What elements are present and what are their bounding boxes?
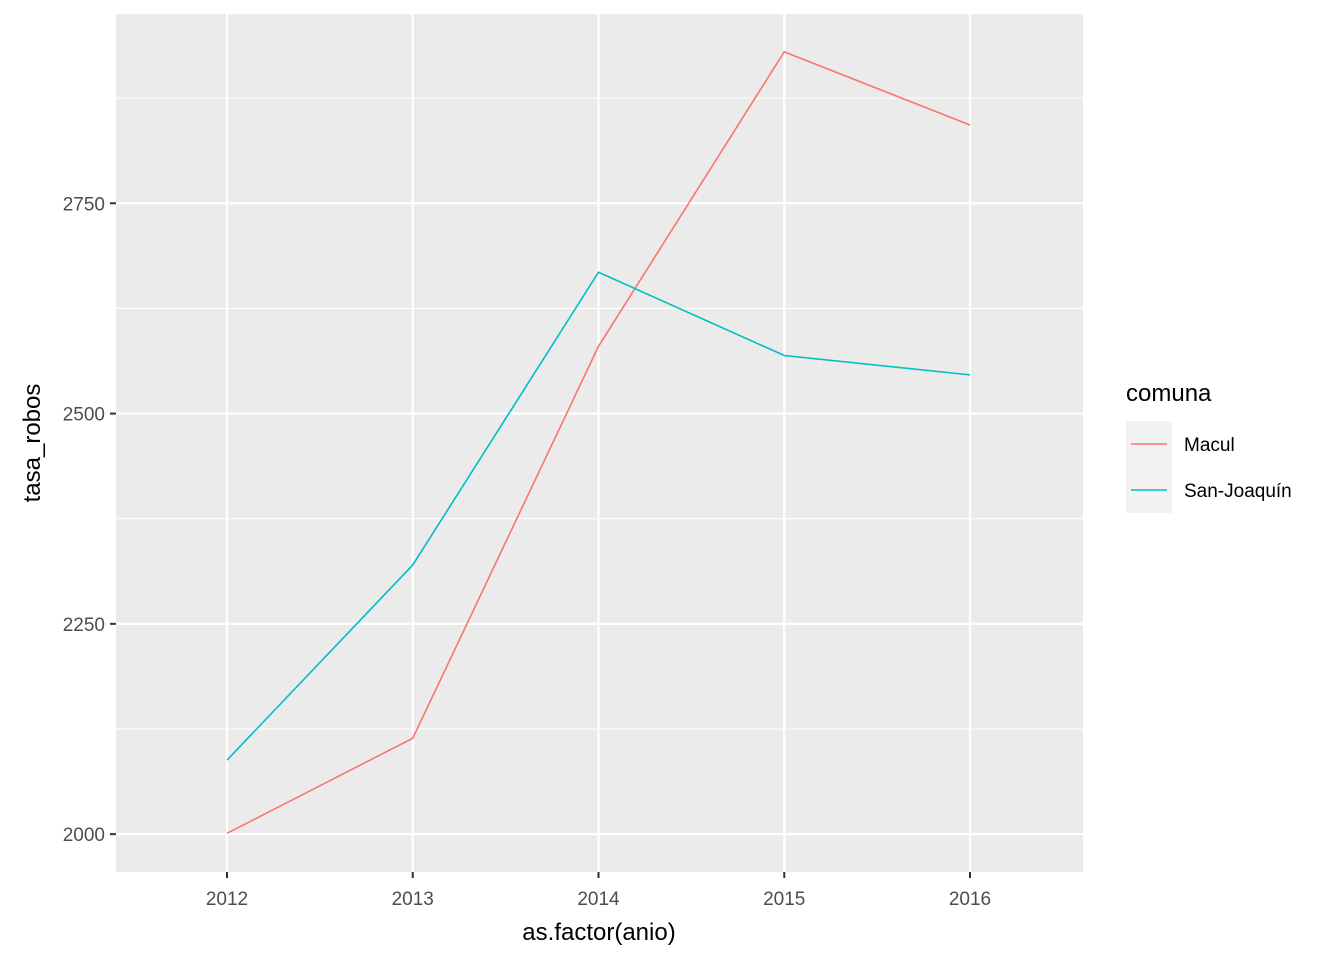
x-tick-label: 2012 bbox=[206, 889, 248, 910]
x-axis-title: as.factor(anio) bbox=[522, 919, 675, 946]
legend-keys: Macul San-Joaquín bbox=[1126, 421, 1292, 513]
legend-title: comuna bbox=[1126, 380, 1212, 407]
x-tick-label: 2014 bbox=[577, 889, 620, 910]
legend: comuna Macul San-Joaquín bbox=[1126, 380, 1292, 513]
y-tick-label: 2250 bbox=[63, 615, 105, 636]
series-layer bbox=[226, 50, 971, 835]
x-tick-label: 2015 bbox=[763, 889, 805, 910]
y-tick-label: 2500 bbox=[63, 405, 105, 426]
y-axis: 2000 2250 2500 2750 bbox=[63, 194, 116, 846]
legend-label: Macul bbox=[1184, 435, 1235, 456]
legend-label: San-Joaquín bbox=[1184, 481, 1292, 502]
y-axis-title: tasa_robos bbox=[19, 384, 46, 503]
y-tick-label: 2000 bbox=[63, 825, 105, 846]
major-gridlines bbox=[116, 14, 1083, 872]
y-tick-label: 2750 bbox=[63, 194, 105, 215]
x-tick-label: 2013 bbox=[392, 889, 434, 910]
x-axis: 2012 2013 2014 2015 2016 bbox=[206, 872, 991, 910]
series-line-macul bbox=[226, 50, 971, 835]
series-line-san-joaqu-n bbox=[226, 271, 971, 761]
x-tick-label: 2016 bbox=[949, 889, 991, 910]
